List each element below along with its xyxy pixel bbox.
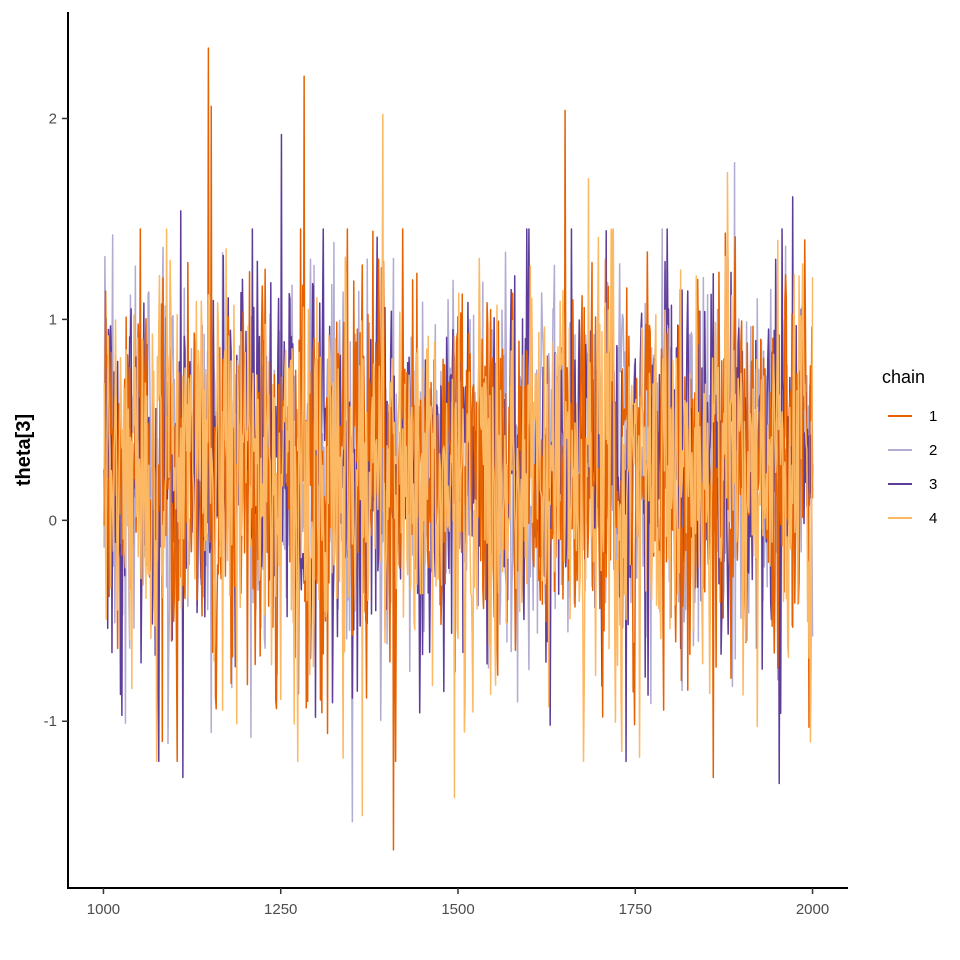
legend-label-chain-4: 4: [929, 510, 937, 527]
legend-title: chain: [882, 367, 925, 387]
y-ticks: -1 0 1 2: [44, 110, 68, 730]
legend-label-chain-1: 1: [929, 408, 937, 425]
y-tick-label: 0: [49, 512, 57, 529]
x-tick-label: 1750: [619, 901, 652, 918]
x-tick-label: 1250: [264, 901, 297, 918]
y-axis-title: theta[3]: [13, 414, 35, 486]
x-ticks: 1000 1250 1500 1750 2000: [87, 888, 829, 918]
y-tick-label: 1: [49, 311, 57, 328]
series-layer: [103, 47, 814, 851]
legend-label-chain-3: 3: [929, 476, 937, 493]
y-tick-label: -1: [44, 713, 57, 730]
x-tick-label: 1500: [441, 901, 474, 918]
legend-label-chain-2: 2: [929, 442, 937, 459]
series-line-chain-4: [103, 113, 814, 817]
x-tick-label: 2000: [796, 901, 829, 918]
legend-items: 1 2 3 4: [888, 408, 937, 527]
legend: chain 1 2 3 4: [882, 367, 937, 527]
x-tick-label: 1000: [87, 901, 120, 918]
y-tick-label: 2: [49, 110, 57, 127]
